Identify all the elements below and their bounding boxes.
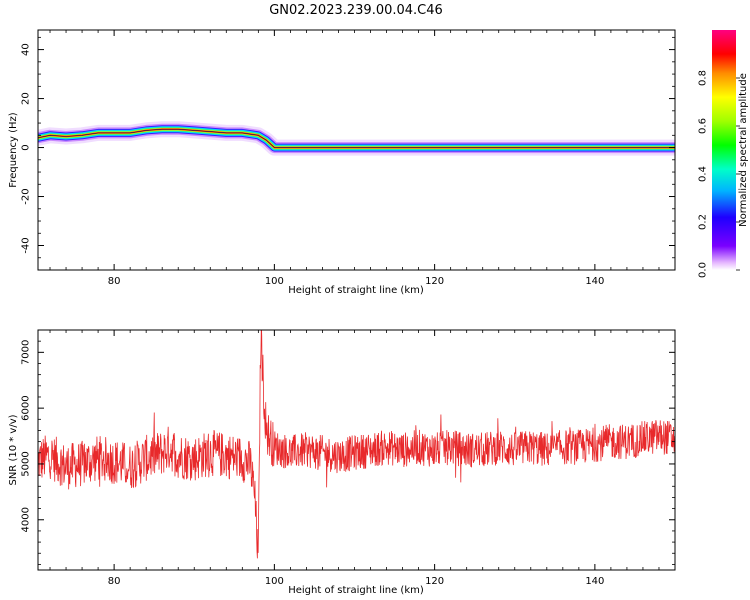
y-tick-label: 20 <box>21 92 32 105</box>
colorbar-ticks: 0.0 0.2 0.4 0.6 0.8 <box>698 70 740 278</box>
y-tick-label: 5000 <box>21 451 32 476</box>
top-plot-frame <box>37 29 676 271</box>
colorbar-gradient <box>712 30 736 270</box>
colorbar: 0.0 0.2 0.4 0.6 0.8 Normalized spectral ampl… <box>698 30 749 278</box>
y-tick-label: 4000 <box>21 507 32 532</box>
colorbar-tick-label: 0.0 <box>698 262 709 278</box>
bottom-plot-frame <box>37 329 676 571</box>
top-ylabel: Frequency (Hz) <box>8 112 19 188</box>
figure-title: GN02.2023.239.00.04.C46 <box>269 3 443 18</box>
y-tick-label: -20 <box>21 188 32 204</box>
x-tick-label: 80 <box>108 576 121 587</box>
bottom-ylabel: SNR (10 * v/v) <box>8 414 19 485</box>
top-xlabel: Height of straight line (km) <box>288 285 424 296</box>
spectrogram-heatmap <box>38 121 675 156</box>
x-tick-label: 120 <box>425 276 444 287</box>
x-tick-label: 140 <box>585 576 604 587</box>
snr-panel: 80 100 120 140 7000 6000 5000 4000 Height of st… <box>8 329 676 596</box>
x-tick-label: 140 <box>585 276 604 287</box>
colorbar-label: Normalized spectral amplitude <box>738 73 749 227</box>
colorbar-tick-label: 0.6 <box>698 118 709 134</box>
x-tick-label: 80 <box>108 276 121 287</box>
colorbar-tick-label: 0.2 <box>698 214 709 230</box>
spectrogram-panel: 80 100 120 140 40 20 0 -20 -40 Height of straigh… <box>8 29 676 296</box>
snr-series-line <box>38 330 675 559</box>
colorbar-tick-label: 0.4 <box>698 166 709 182</box>
x-tick-label: 120 <box>425 576 444 587</box>
bottom-xlabel: Height of straight line (km) <box>288 585 424 596</box>
top-ticks: 80 100 120 140 40 20 0 -20 -40 <box>21 30 676 287</box>
x-tick-label: 100 <box>265 276 284 287</box>
y-tick-label: 0 <box>21 144 32 150</box>
y-tick-label: 6000 <box>21 395 32 420</box>
x-tick-label: 100 <box>265 576 284 587</box>
peak-frequency-line <box>38 128 675 148</box>
y-tick-label: -40 <box>21 237 32 253</box>
y-tick-label: 40 <box>21 43 32 56</box>
colorbar-tick-label: 0.8 <box>698 70 709 86</box>
y-tick-label: 7000 <box>21 340 32 365</box>
bottom-ticks: 80 100 120 140 7000 6000 5000 4000 <box>21 329 676 587</box>
